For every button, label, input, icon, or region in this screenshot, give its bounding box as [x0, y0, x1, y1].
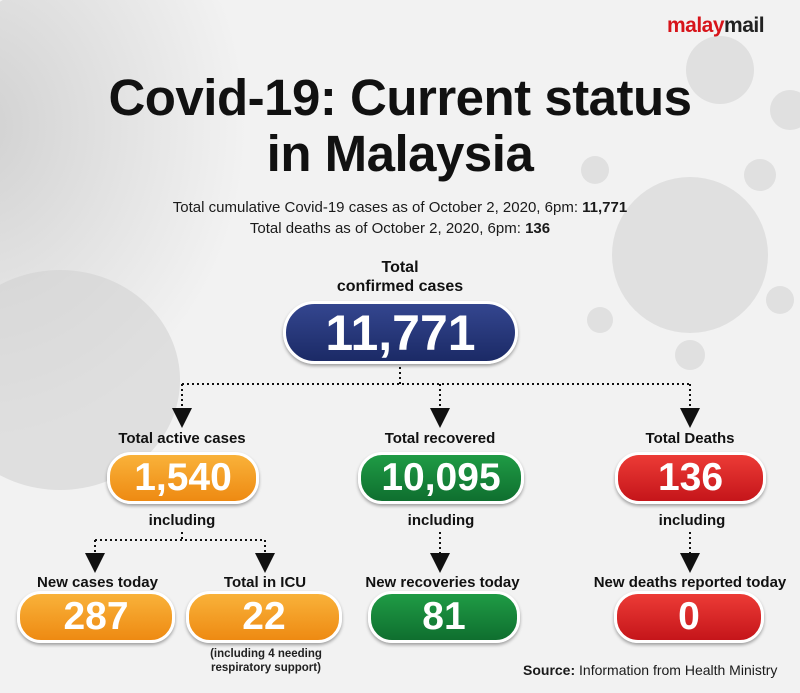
active-including-label: including [148, 512, 216, 529]
icu-value: 22 [242, 595, 286, 638]
icu-label: Total in ICU [223, 574, 307, 591]
subtitle-deaths-text: Total deaths as of October 2, 2020, 6pm: [249, 220, 526, 237]
brand-logo-part2: mail [724, 14, 765, 37]
subtitle-cumulative-text: Total cumulative Covid-19 cases as of Oc… [172, 199, 583, 216]
source-text: Information from Health Ministry [575, 662, 778, 678]
new-deaths-pill: 0 [614, 591, 764, 643]
source-prefix: Source: [523, 662, 576, 678]
icu-pill: 22 [186, 591, 342, 643]
source-credit: Source: Information from Health Ministry [523, 661, 777, 679]
icu-note-line2: respiratory support) [211, 662, 321, 674]
recovered-pill: 10,095 [358, 452, 524, 504]
title-line1: Covid-19: Current status [108, 69, 692, 126]
recovered-value: 10,095 [381, 456, 501, 499]
total-confirmed-label-line1: Total [381, 259, 419, 276]
total-confirmed-pill: 11,771 [283, 301, 518, 364]
deaths-including-label: including [658, 512, 726, 529]
deaths-label: Total Deaths [645, 430, 735, 447]
active-cases-label: Total active cases [118, 430, 246, 447]
new-deaths-label: New deaths reported today [593, 574, 787, 591]
recovered-including-label: including [407, 512, 475, 529]
new-cases-label: New cases today [37, 574, 158, 591]
new-cases-pill: 287 [17, 591, 175, 643]
deaths-value: 136 [657, 456, 724, 499]
subtitle-deaths-value: 136 [525, 220, 551, 237]
total-confirmed-value: 11,771 [325, 304, 476, 361]
title-line2: in Malaysia [266, 125, 534, 182]
page-title: Covid-19: Current status in Malaysia [0, 70, 800, 182]
new-recoveries-pill: 81 [368, 591, 520, 643]
active-cases-pill: 1,540 [107, 452, 259, 504]
brand-logo: malaymail [667, 14, 765, 38]
recovered-label: Total recovered [384, 430, 496, 447]
new-deaths-value: 0 [678, 595, 700, 638]
virus-icon [581, 36, 800, 370]
new-recoveries-value: 81 [422, 595, 466, 638]
icu-note-line1: (including 4 needing [210, 648, 322, 660]
total-confirmed-label-line2: confirmed cases [336, 278, 464, 295]
total-confirmed-label: Total confirmed cases [300, 258, 500, 296]
new-recoveries-label: New recoveries today [365, 574, 520, 591]
active-cases-value: 1,540 [134, 456, 232, 499]
brand-logo-part1: malay [667, 14, 725, 37]
icu-note: (including 4 needing respiratory support… [190, 647, 342, 675]
subtitle-cumulative-value: 11,771 [582, 199, 628, 216]
new-cases-value: 287 [63, 595, 129, 638]
subtitle-cumulative: Total cumulative Covid-19 cases as of Oc… [0, 198, 800, 218]
deaths-pill: 136 [615, 452, 766, 504]
subtitle-deaths: Total deaths as of October 2, 2020, 6pm:… [0, 219, 800, 239]
